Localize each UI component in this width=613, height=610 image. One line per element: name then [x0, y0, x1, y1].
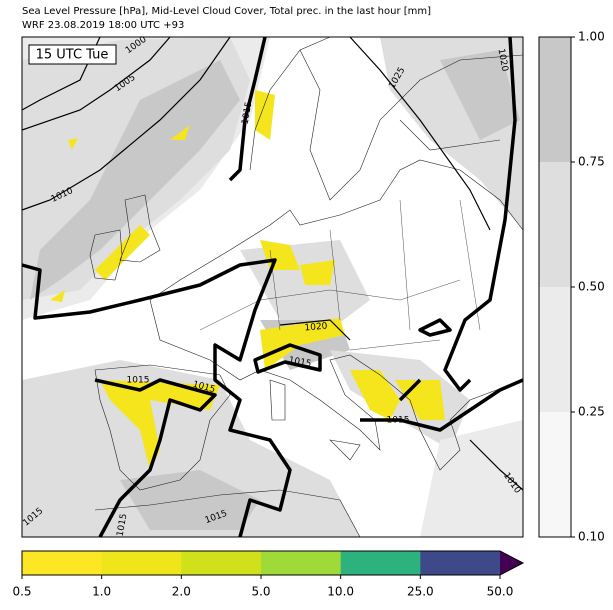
- colorbar-segment: [539, 37, 571, 162]
- cloud-area: [120, 470, 260, 530]
- isobar: [398, 36, 517, 402]
- precip-area: [100, 380, 220, 470]
- coastline: [149, 159, 524, 301]
- colorbar-tick-label: 0.50: [578, 280, 605, 294]
- contour-label: 1015: [116, 513, 130, 537]
- colorbar-segment: [420, 551, 501, 575]
- colorbar-tick-label: 25.0: [407, 585, 434, 599]
- time-label: 15 UTC Tue: [36, 48, 109, 63]
- coastline: [149, 299, 524, 471]
- colorbar-tick-label: 0.25: [578, 405, 605, 419]
- precip-area: [95, 225, 150, 280]
- contour-label: 1020: [304, 321, 328, 333]
- precip-area: [255, 90, 275, 140]
- map: 15 UTC Tue 1000 1005 1010 1015 1025 1020…: [21, 35, 524, 538]
- colorbar-segment: [539, 412, 571, 537]
- colorbar-tick-label: 0.5: [12, 585, 31, 599]
- colorbar-segment: [340, 551, 421, 575]
- colorbar-frame: [21, 550, 525, 576]
- title: Sea Level Pressure [hPa], Mid-Level Clou…: [22, 6, 431, 17]
- isobar: [21, 36, 524, 491]
- colorbar-segment: [261, 551, 342, 575]
- coastline: [94, 364, 231, 491]
- time-label-box: [28, 44, 117, 65]
- cloud-area: [22, 360, 360, 537]
- colorbar-tick-label: 0.75: [578, 155, 605, 169]
- border: [199, 199, 481, 351]
- colorbar-tick-label: 1.00: [578, 30, 605, 44]
- colorbar-tick-label: 5.0: [251, 585, 270, 599]
- isobar: [21, 258, 292, 538]
- colorbar-segment: [539, 162, 571, 287]
- contour-label: 1020: [496, 48, 510, 73]
- contour-label: 1015: [241, 101, 255, 125]
- subtitle: WRF 23.08.2019 18:00 UTC +93: [22, 20, 184, 31]
- map-frame: [21, 36, 524, 538]
- colorbar-tick-label: 10.0: [327, 585, 354, 599]
- coastline: [249, 36, 524, 201]
- precip-area: [260, 318, 345, 370]
- colorbar-tick-label: 0.10: [578, 530, 605, 544]
- colorbar-tick-label: 2.0: [172, 585, 191, 599]
- colorbar-segment: [101, 551, 182, 575]
- coastline: [89, 194, 161, 281]
- isobar: [253, 343, 322, 374]
- coastline: [94, 379, 361, 538]
- contour-label: 1015: [127, 376, 150, 386]
- colorbar-tick-label: 1.0: [92, 585, 111, 599]
- colorbar-extend: [500, 551, 523, 575]
- isobar: [360, 378, 524, 432]
- cloud-area: [420, 420, 523, 537]
- colorbar-tick-label: 50.0: [487, 585, 514, 599]
- colorbar-segment: [181, 551, 262, 575]
- isobar: [228, 36, 267, 182]
- cloud-area: [30, 60, 240, 300]
- colorbar-segment: [22, 551, 103, 575]
- precip-area: [260, 240, 335, 285]
- precip-area: [350, 370, 445, 420]
- isobar: [94, 378, 217, 538]
- cloud-area: [440, 50, 520, 140]
- colorbar-segment: [539, 287, 571, 412]
- contour-label: 1015: [387, 416, 410, 426]
- contour-label: 1015: [288, 356, 312, 370]
